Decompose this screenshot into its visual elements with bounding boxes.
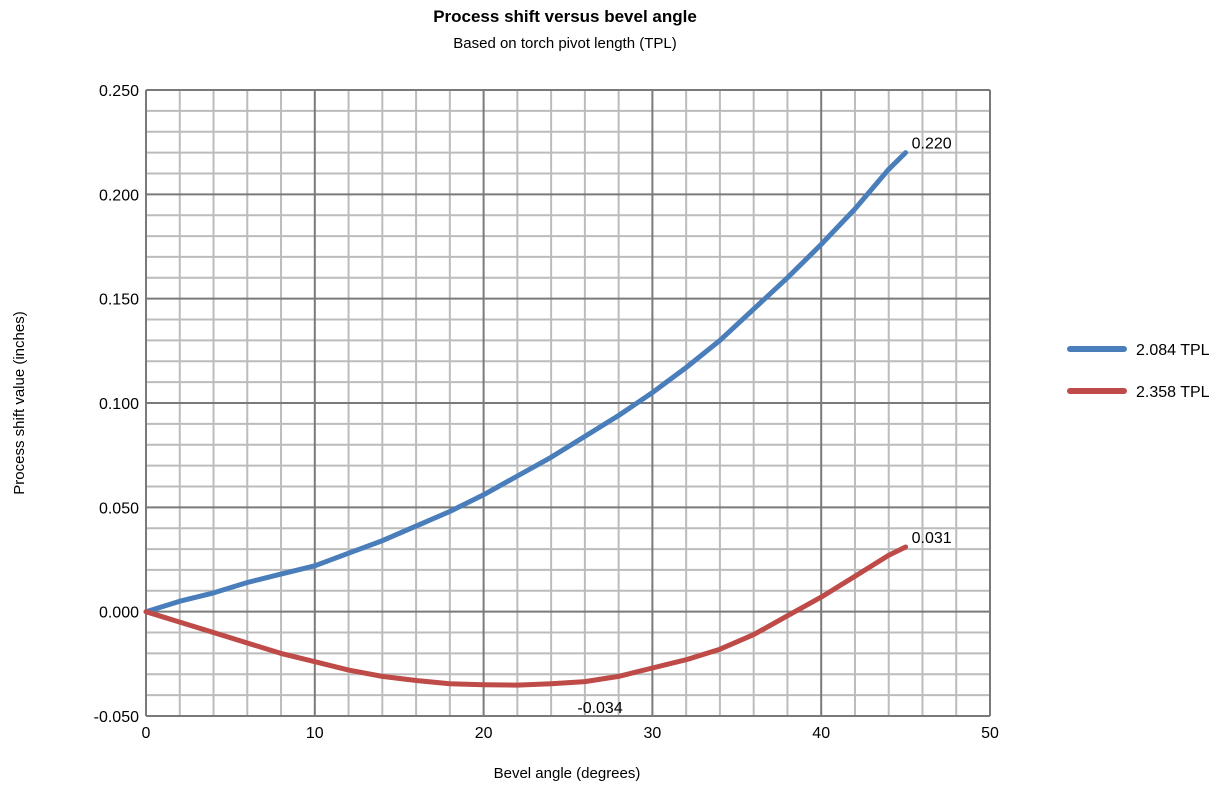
y-tick-label: 0.250 [99,83,139,100]
grid [145,89,991,717]
data-label: 0.220 [912,136,952,153]
x-tick-label: 40 [812,725,830,742]
axis-ticks: 0 10 20 30 40 50-0.0500.0000.0500.1000.1500.2… [94,83,999,742]
x-tick-label: 10 [306,725,324,742]
y-axis-label: Process shift value (inches) [11,311,28,494]
chart-title: Process shift versus bevel angle [433,7,697,26]
x-axis-label: Bevel angle (degrees) [494,765,641,782]
plot-area: 0.220 0.031 -0.034 [143,136,952,717]
y-tick-label: 0.050 [99,500,139,517]
chart-subtitle: Based on torch pivot length (TPL) [453,35,676,52]
x-tick-label: 30 [644,725,662,742]
y-tick-label: 0.000 [99,605,139,622]
x-tick-label: 0 [142,725,151,742]
y-tick-label: -0.050 [94,709,139,726]
x-tick-label: 20 [475,725,493,742]
legend-label: 2.084 TPL [1136,342,1210,359]
data-label: -0.034 [577,700,622,717]
series-line [143,150,909,615]
series-line [143,544,909,688]
legend-label: 2.358 TPL [1136,384,1210,401]
y-tick-label: 0.150 [99,292,139,309]
legend: 2.084 TPL 2.358 TPL [1067,342,1210,401]
x-tick-label: 50 [981,725,999,742]
data-label: 0.031 [912,530,952,547]
y-tick-label: 0.100 [99,396,139,413]
y-tick-label: 0.200 [99,187,139,204]
